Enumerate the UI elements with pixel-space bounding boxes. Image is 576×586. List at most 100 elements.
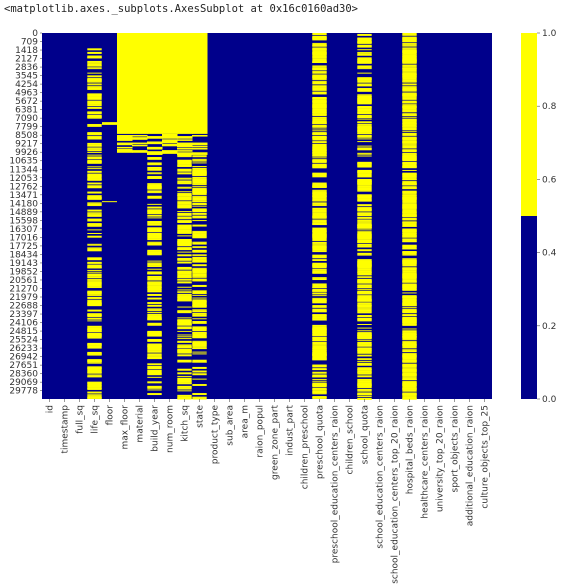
missing-stripe — [402, 76, 417, 78]
heatmap-column-school_quota — [357, 33, 372, 400]
missing-stripe — [357, 387, 372, 389]
missing-stripe — [402, 142, 417, 144]
missing-stripe — [312, 141, 327, 144]
missing-stripe — [402, 281, 417, 283]
missing-stripe — [312, 196, 327, 198]
missing-stripe — [162, 136, 178, 138]
missing-stripe — [87, 83, 102, 85]
missing-stripe — [87, 185, 102, 189]
missing-stripe — [357, 307, 372, 309]
missing-stripe — [402, 125, 417, 127]
x-tick-label: children_preschool — [301, 405, 311, 489]
missing-stripe — [192, 184, 207, 186]
y-tick-label: 17016 — [9, 233, 38, 243]
missing-stripe — [312, 209, 327, 212]
missing-stripe — [402, 214, 417, 217]
missing-stripe — [402, 132, 417, 134]
missing-stripe — [312, 50, 327, 52]
missing-stripe — [147, 293, 162, 296]
missing-stripe — [312, 173, 327, 176]
colorbar-tick-label: 0.4 — [542, 249, 557, 259]
missing-stripe — [87, 214, 102, 217]
heatmap-background — [42, 33, 492, 399]
missing-stripe — [402, 344, 417, 347]
missing-stripe — [312, 227, 327, 230]
missing-stripe — [192, 160, 207, 162]
missing-stripe — [147, 157, 162, 160]
missing-stripe — [192, 314, 207, 317]
missing-stripe — [87, 382, 102, 385]
missing-stripe — [87, 293, 102, 295]
missing-stripe — [357, 72, 372, 74]
missing-stripe — [357, 222, 372, 224]
missing-stripe — [87, 280, 102, 282]
x-tick-label: life_sq — [91, 405, 101, 434]
missing-stripe — [87, 374, 102, 376]
missing-stripe — [402, 201, 417, 203]
missing-stripe — [147, 279, 162, 281]
x-tick-label: full_sq — [76, 405, 86, 434]
missing-stripe — [147, 142, 163, 145]
heatmap-column-floor — [102, 122, 117, 203]
missing-stripe — [402, 96, 417, 98]
missing-stripe — [402, 126, 417, 128]
missing-stripe — [402, 167, 417, 169]
missing-stripe — [312, 365, 327, 368]
missing-stripe — [147, 346, 162, 350]
missing-stripe — [402, 198, 417, 202]
missing-stripe — [357, 323, 372, 325]
missing-stripe — [312, 189, 327, 191]
missing-stripe — [147, 302, 162, 304]
missing-stripe — [177, 172, 192, 175]
missing-stripe — [312, 345, 327, 348]
missing-stripe — [357, 359, 372, 361]
missing-stripe — [87, 154, 102, 156]
missing-stripe — [177, 279, 192, 281]
missing-stripe — [357, 348, 372, 350]
missing-stripe — [177, 344, 192, 346]
missing-stripe — [312, 49, 327, 51]
missing-stripe — [87, 104, 102, 107]
missing-stripe — [162, 150, 178, 152]
missing-stripe — [192, 312, 207, 315]
missing-stripe — [87, 235, 102, 238]
missing-stripe — [312, 311, 327, 313]
missing-stripe — [87, 225, 102, 227]
missing-stripe — [147, 262, 162, 264]
missing-stripe — [147, 173, 162, 175]
y-tick-label: 2836 — [15, 63, 38, 73]
missing-stripe — [357, 280, 372, 282]
missing-stripe — [402, 236, 417, 238]
y-tick-label: 9217 — [15, 140, 38, 150]
missing-stripe — [147, 339, 162, 342]
x-tick-label: healthcare_centers_raion — [421, 405, 431, 519]
missing-stripe — [312, 106, 327, 109]
missing-stripe — [177, 143, 193, 146]
y-tick-label: 8508 — [15, 131, 38, 141]
missing-stripe — [177, 245, 192, 247]
x-tick-label: school_quota — [361, 405, 371, 464]
missing-stripe — [177, 328, 192, 330]
missing-stripe — [402, 187, 417, 190]
missing-stripe — [147, 369, 162, 371]
missing-stripe — [312, 396, 327, 399]
missing-stripe — [87, 142, 102, 145]
missing-stripe — [192, 205, 207, 207]
x-tick-label: max_floor — [121, 405, 131, 450]
missing-stripe — [402, 378, 417, 380]
missing-stripe — [87, 57, 102, 59]
missing-stripe — [192, 302, 207, 306]
missing-stripe — [147, 319, 162, 321]
missing-stripe — [357, 266, 372, 269]
missing-stripe — [147, 147, 163, 150]
missing-stripe — [402, 180, 417, 182]
missing-stripe — [162, 134, 178, 137]
missing-stripe — [117, 143, 133, 146]
missing-stripe — [402, 252, 417, 255]
x-tick-label: sport_objects_raion — [451, 405, 461, 493]
missing-stripe — [87, 376, 102, 378]
missing-stripe — [117, 139, 133, 141]
missing-stripe — [147, 166, 162, 169]
missing-stripe — [177, 238, 192, 242]
missing-stripe — [357, 285, 372, 287]
